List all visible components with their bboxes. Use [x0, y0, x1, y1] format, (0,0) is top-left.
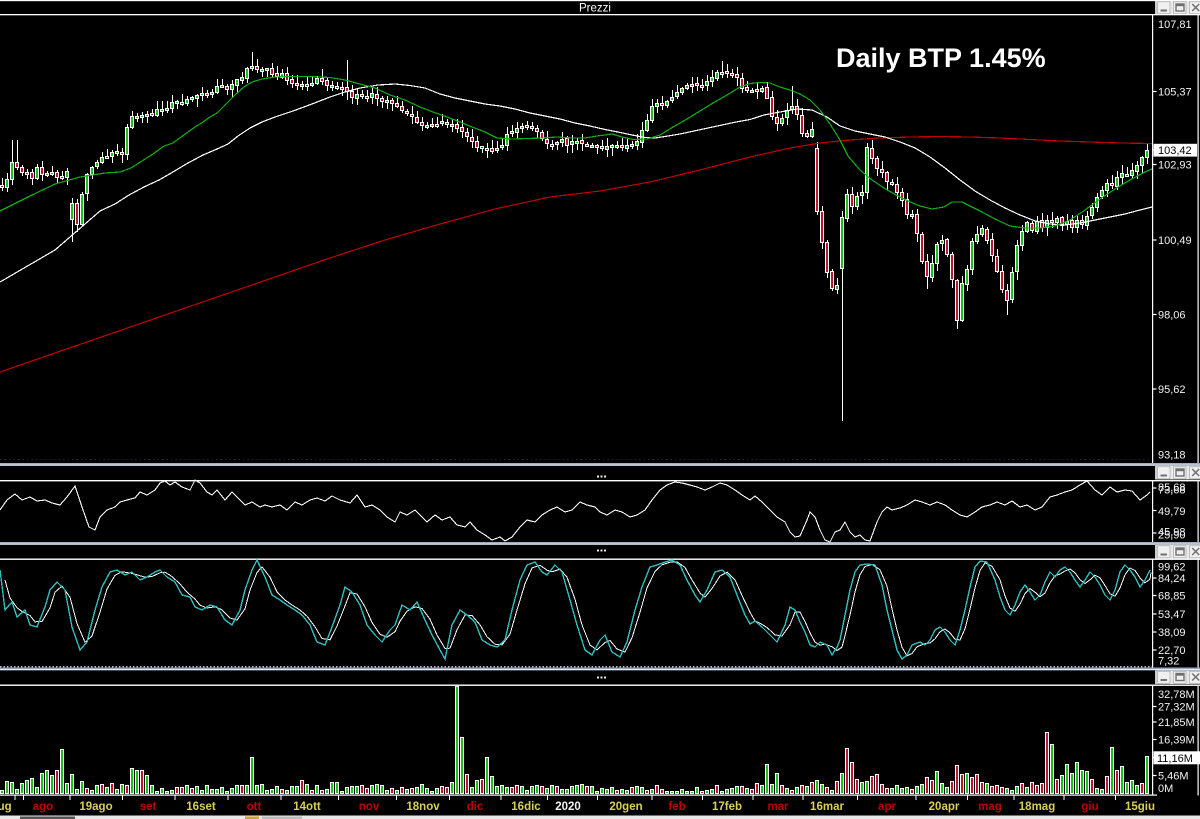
svg-text:53,47: 53,47: [1158, 609, 1186, 621]
svg-text:nov: nov: [359, 801, 380, 813]
svg-text:mar: mar: [767, 801, 789, 813]
svg-text:20apr: 20apr: [929, 801, 960, 813]
svg-text:27,32M: 27,32M: [1158, 702, 1195, 714]
svg-text:103,42: 103,42: [1158, 145, 1192, 157]
svg-text:giu: giu: [1081, 801, 1098, 813]
svg-text:0M: 0M: [1158, 783, 1173, 795]
svg-text:18nov: 18nov: [406, 801, 440, 813]
svg-text:21,85M: 21,85M: [1158, 717, 1195, 729]
svg-text:99,62: 99,62: [1158, 562, 1186, 574]
svg-text:Prezzi: Prezzi: [579, 3, 611, 15]
svg-text:68,85: 68,85: [1158, 591, 1186, 603]
svg-text:Daily BTP 1.45%: Daily BTP 1.45%: [836, 43, 1046, 73]
svg-text:49,79: 49,79: [1158, 506, 1186, 518]
svg-text:84,24: 84,24: [1158, 573, 1186, 585]
svg-text:20gen: 20gen: [609, 801, 642, 813]
svg-text:107,81: 107,81: [1158, 19, 1192, 31]
svg-text:16set: 16set: [186, 801, 216, 813]
svg-text:93,18: 93,18: [1158, 450, 1186, 462]
svg-text:feb: feb: [668, 801, 685, 813]
svg-text:98,06: 98,06: [1158, 310, 1186, 322]
svg-text:2020: 2020: [555, 801, 581, 813]
svg-text:16mar: 16mar: [810, 801, 844, 813]
svg-text:ago: ago: [33, 801, 53, 813]
svg-text:100,49: 100,49: [1158, 235, 1192, 247]
svg-text:dic: dic: [467, 801, 484, 813]
svg-text:mag: mag: [978, 801, 1002, 813]
svg-text:38,09: 38,09: [1158, 627, 1186, 639]
svg-text:set: set: [140, 801, 157, 813]
svg-text:15giu: 15giu: [1125, 801, 1155, 813]
svg-text:105,37: 105,37: [1158, 87, 1192, 99]
svg-text:16dic: 16dic: [511, 801, 541, 813]
svg-text:22,70: 22,70: [1158, 645, 1186, 657]
svg-text:19ago: 19ago: [79, 801, 112, 813]
svg-text:5,46M: 5,46M: [1158, 771, 1189, 783]
svg-text:95,62: 95,62: [1158, 384, 1186, 396]
svg-text:32,78M: 32,78M: [1158, 689, 1195, 701]
svg-text:18mag: 18mag: [1019, 801, 1055, 813]
svg-text:11,16M: 11,16M: [1157, 753, 1193, 765]
svg-text:apr: apr: [878, 801, 896, 813]
svg-text:102,93: 102,93: [1158, 160, 1192, 172]
svg-text:85,68: 85,68: [1158, 482, 1186, 494]
svg-text:ott: ott: [247, 801, 262, 813]
svg-text:lug: lug: [0, 801, 12, 813]
svg-text:25,90: 25,90: [1158, 530, 1186, 542]
svg-text:16,39M: 16,39M: [1158, 735, 1195, 747]
svg-text:14ott: 14ott: [293, 801, 321, 813]
svg-text:45,98: 45,98: [1158, 527, 1186, 539]
svg-text:7,32: 7,32: [1158, 656, 1179, 668]
svg-text:73,68: 73,68: [1158, 485, 1186, 497]
svg-text:17feb: 17feb: [712, 801, 742, 813]
